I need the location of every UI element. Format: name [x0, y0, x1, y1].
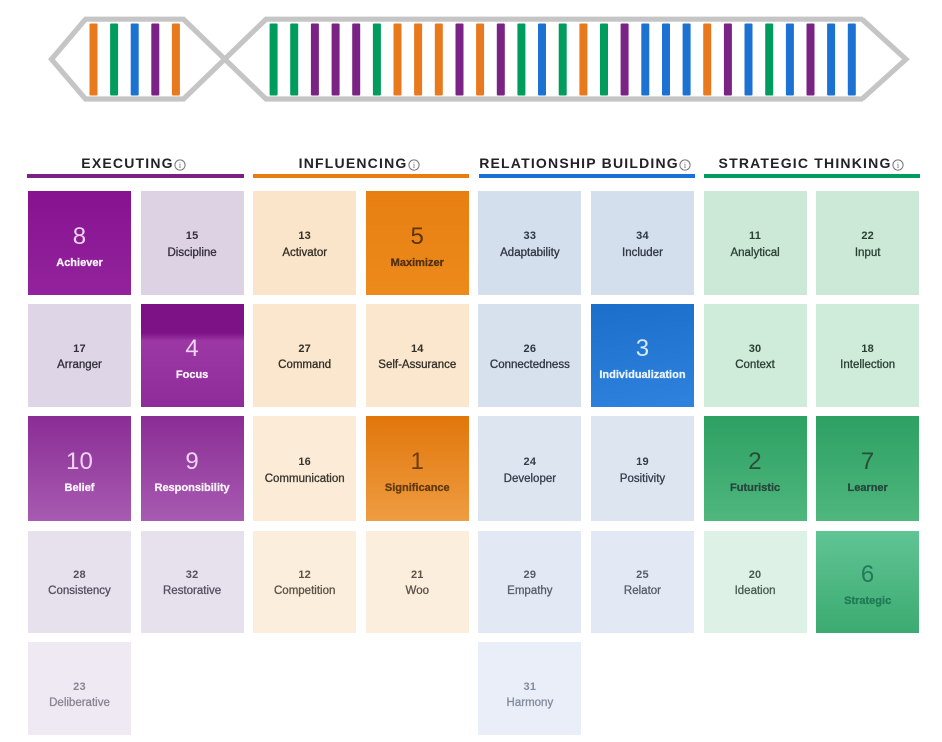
svg-text:i: i	[897, 160, 900, 169]
svg-text:i: i	[413, 160, 416, 169]
svg-text:i: i	[684, 160, 687, 169]
svg-text:i: i	[179, 160, 182, 169]
